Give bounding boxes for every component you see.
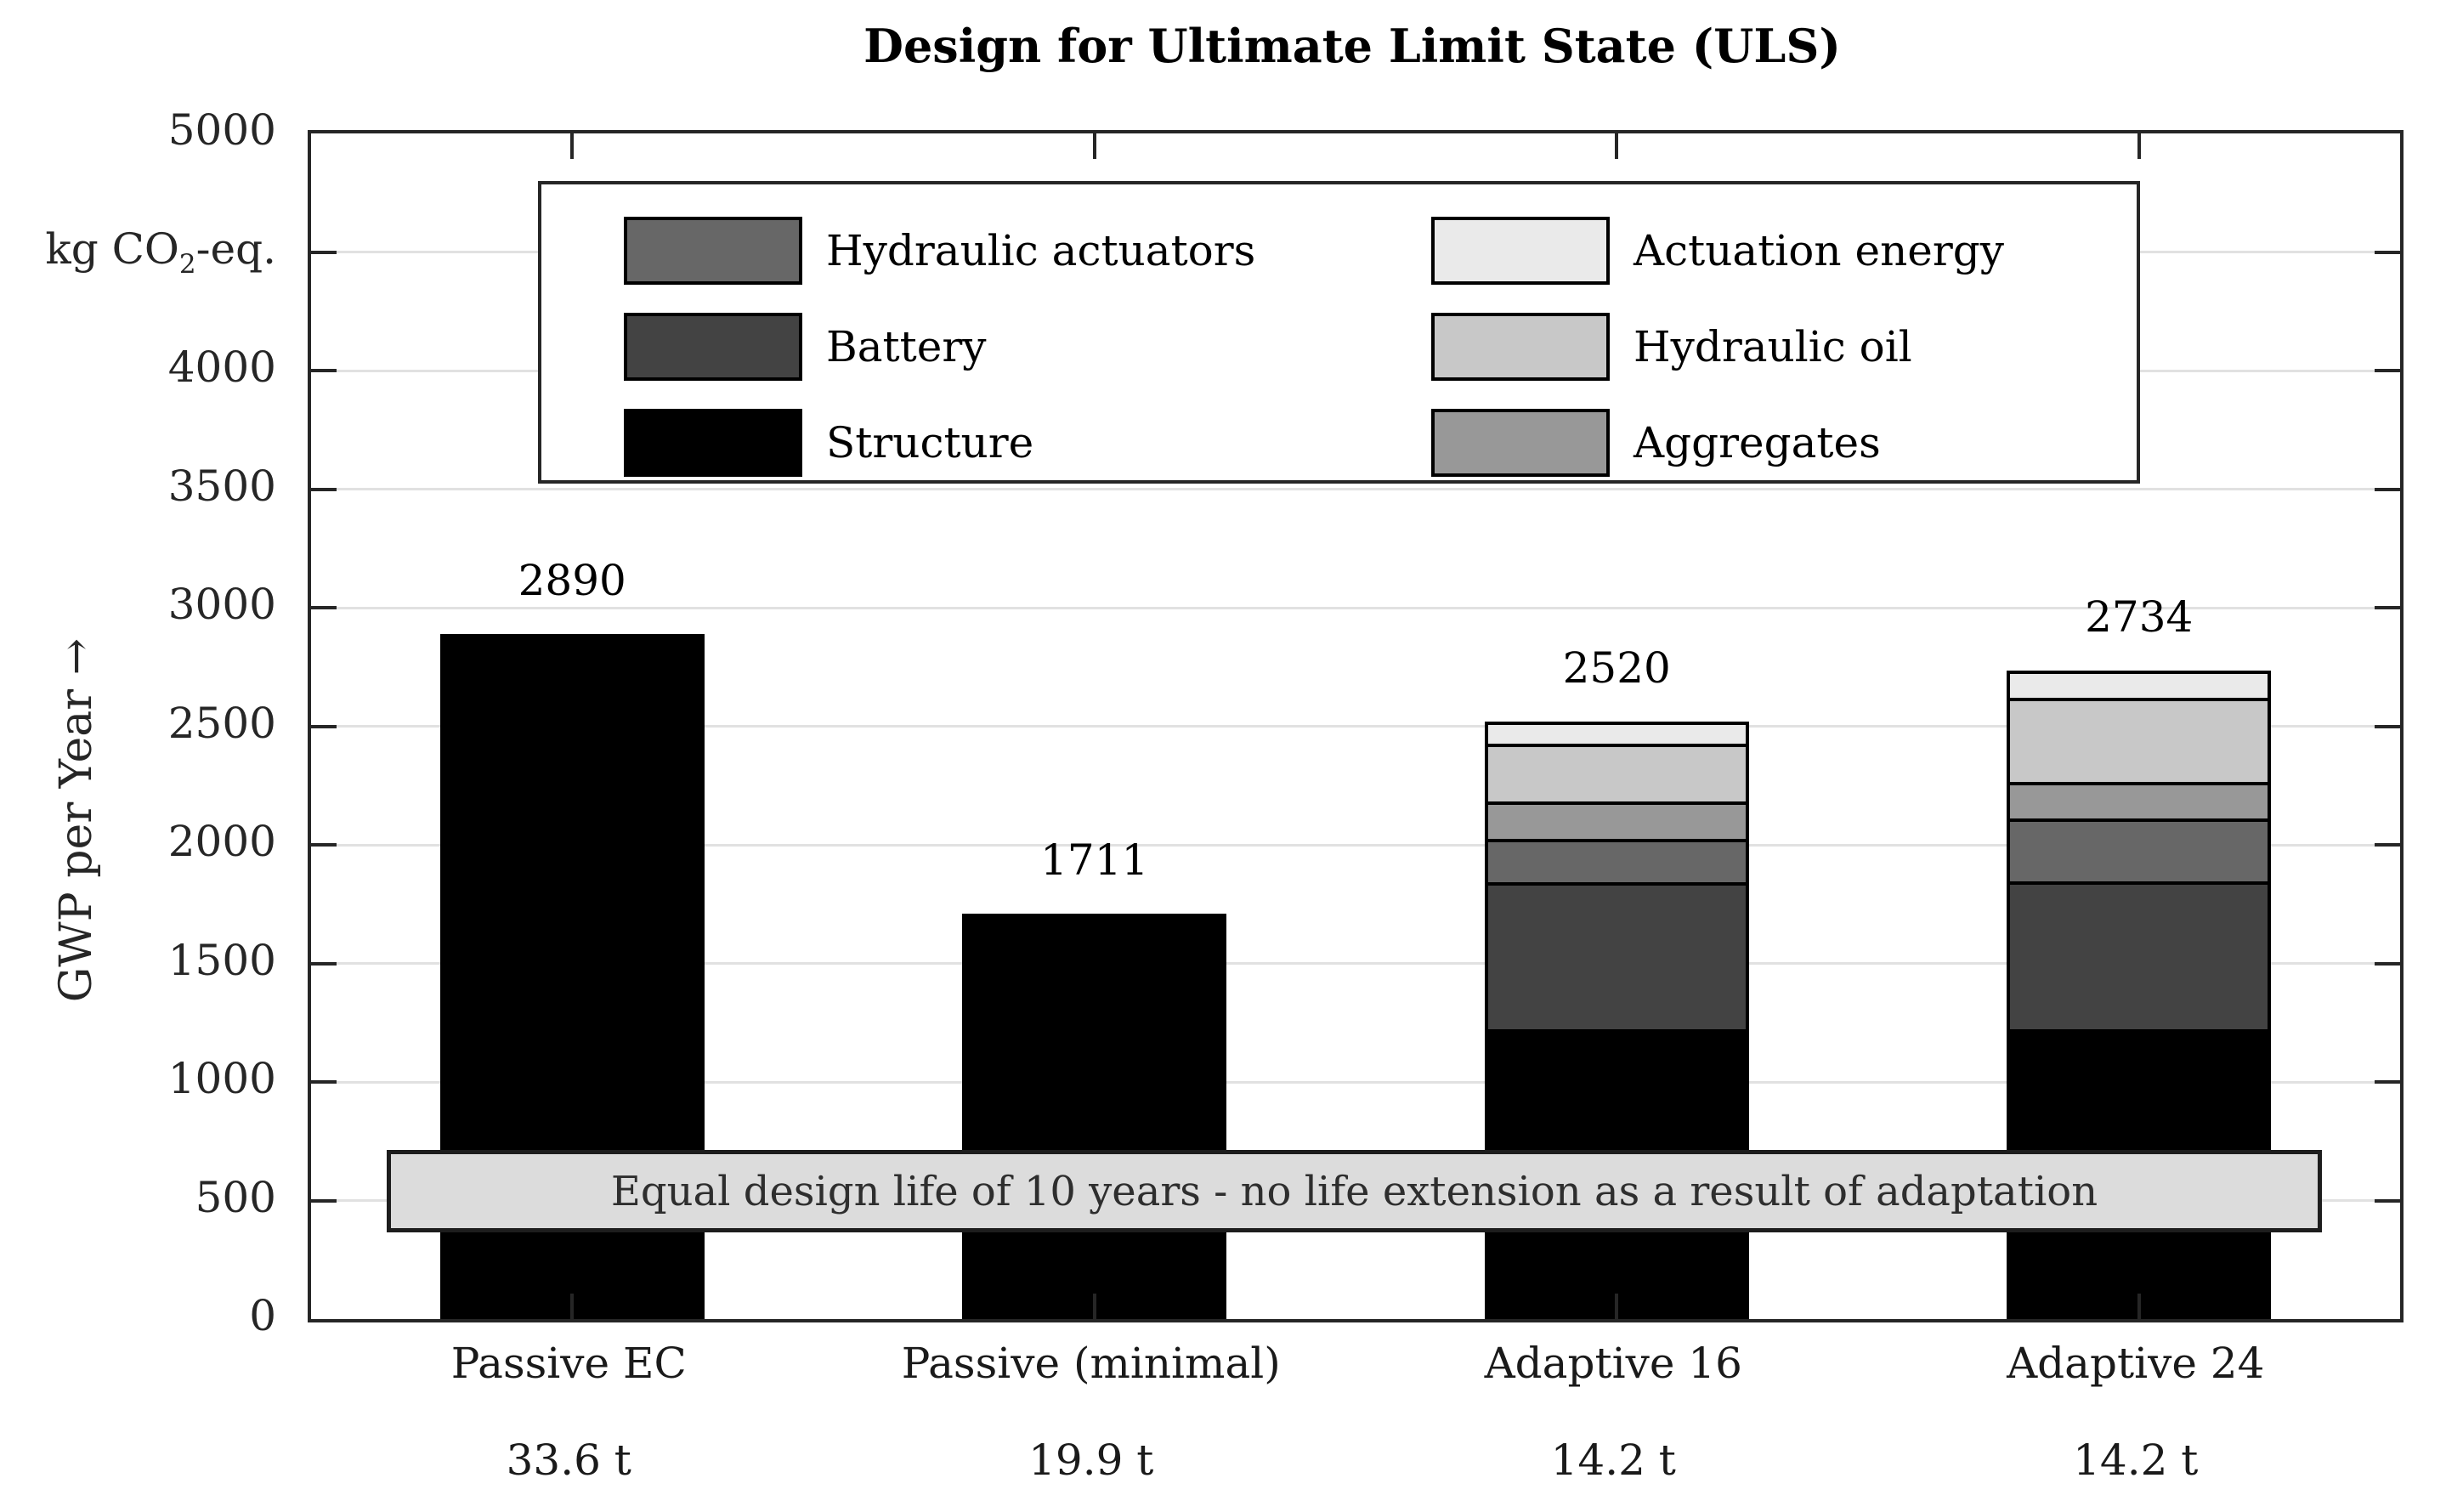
axis-tick bbox=[1092, 133, 1096, 159]
y-axis-unit-label: kg CO2-eq. bbox=[45, 224, 276, 280]
axis-tick bbox=[2375, 961, 2400, 966]
y-tick-label: 4000 bbox=[167, 343, 276, 392]
bar-segment-hydraulic-oil bbox=[2010, 697, 2268, 782]
bar-segment-battery bbox=[1487, 881, 1746, 1030]
axis-tick bbox=[311, 961, 337, 966]
y-tick-label: 3000 bbox=[167, 580, 276, 629]
axis-tick bbox=[311, 369, 337, 372]
axis-tick bbox=[311, 1198, 337, 1203]
x-tick-label: Passive (minimal) bbox=[901, 1339, 1281, 1388]
legend-label: Structure bbox=[826, 418, 1034, 467]
y-tick-label: 3500 bbox=[167, 461, 276, 511]
axis-tick bbox=[1092, 1294, 1096, 1319]
bar-segment-aggregates bbox=[2010, 781, 2268, 818]
bar-total-label: 1711 bbox=[1040, 835, 1149, 885]
bar-segment-actuation-energy bbox=[1487, 724, 1746, 744]
chart-title: Design for Ultimate Limit State (ULS) bbox=[863, 19, 1841, 73]
gridline bbox=[311, 962, 2400, 965]
y-tick-label: 2500 bbox=[167, 698, 276, 748]
y-tick-label: 1500 bbox=[167, 935, 276, 985]
legend-label: Hydraulic oil bbox=[1633, 322, 1912, 371]
legend-item-structure: Structure bbox=[624, 409, 1033, 477]
axis-tick bbox=[2375, 606, 2400, 609]
legend-item-hydraulic-actuators: Hydraulic actuators bbox=[624, 217, 1255, 285]
axis-tick bbox=[311, 1080, 337, 1084]
bar-passive-minimal bbox=[962, 913, 1227, 1319]
axis-tick bbox=[1615, 1294, 1619, 1319]
legend-label: Aggregates bbox=[1633, 418, 1881, 467]
legend-swatch-actuation-energy bbox=[1431, 217, 1610, 285]
legend-label: Hydraulic actuators bbox=[826, 226, 1256, 275]
legend-swatch-aggregates bbox=[1431, 409, 1610, 477]
axis-tick bbox=[2137, 133, 2141, 159]
x-tick-mass-label: 33.6 t bbox=[506, 1436, 631, 1485]
bar-total-label: 2890 bbox=[518, 555, 626, 605]
axis-tick bbox=[2375, 1080, 2400, 1084]
x-tick-label: Adaptive 16 bbox=[1484, 1339, 1742, 1388]
y-tick-label: 2000 bbox=[167, 817, 276, 866]
axis-tick bbox=[2375, 487, 2400, 491]
bar-segment-structure bbox=[965, 916, 1224, 1316]
axis-tick bbox=[2375, 724, 2400, 728]
legend-label: Battery bbox=[826, 322, 987, 371]
gridline bbox=[311, 488, 2400, 490]
legend-item-hydraulic-oil: Hydraulic oil bbox=[1431, 313, 1912, 381]
gridline bbox=[311, 725, 2400, 728]
axis-tick bbox=[311, 250, 337, 254]
axis-tick bbox=[570, 1294, 575, 1319]
bar-segment-hydraulic-actuators bbox=[2010, 818, 2268, 882]
legend-swatch-hydraulic-actuators bbox=[624, 217, 802, 285]
legend-swatch-hydraulic-oil bbox=[1431, 313, 1610, 381]
y-tick-label: 0 bbox=[249, 1291, 276, 1340]
axis-tick bbox=[311, 724, 337, 728]
y-tick-label: 5000 bbox=[167, 105, 276, 155]
gridline bbox=[311, 843, 2400, 847]
x-tick-label: Passive EC bbox=[450, 1339, 687, 1388]
bar-segment-battery bbox=[2010, 881, 2268, 1030]
gridline bbox=[311, 606, 2400, 609]
axis-tick bbox=[2375, 843, 2400, 847]
legend-item-aggregates: Aggregates bbox=[1431, 409, 1881, 477]
axis-tick bbox=[2375, 1198, 2400, 1203]
axis-tick bbox=[2375, 250, 2400, 254]
y-tick-label: 1000 bbox=[167, 1054, 276, 1103]
legend-swatch-structure bbox=[624, 409, 802, 477]
axis-tick bbox=[311, 487, 337, 491]
x-tick-mass-label: 14.2 t bbox=[1550, 1436, 1676, 1485]
bar-segment-aggregates bbox=[1487, 801, 1746, 839]
bar-segment-hydraulic-oil bbox=[1487, 743, 1746, 801]
bar-segment-hydraulic-actuators bbox=[1487, 838, 1746, 882]
axis-tick bbox=[311, 843, 337, 847]
x-tick-mass-label: 19.9 t bbox=[1028, 1436, 1154, 1485]
legend: Hydraulic actuators Battery Structure Actua… bbox=[538, 181, 2140, 484]
axis-tick bbox=[311, 606, 337, 609]
y-axis-label: GWP per Year → bbox=[51, 637, 102, 1003]
axis-tick bbox=[2375, 369, 2400, 372]
bar-total-label: 2520 bbox=[1562, 643, 1671, 693]
y-tick-label: 500 bbox=[195, 1172, 276, 1222]
legend-swatch-battery bbox=[624, 313, 802, 381]
gridline bbox=[311, 1080, 2400, 1084]
legend-label: Actuation energy bbox=[1633, 226, 2005, 275]
axis-tick bbox=[1615, 133, 1619, 159]
axis-tick bbox=[2137, 1294, 2141, 1319]
legend-item-actuation-energy: Actuation energy bbox=[1431, 217, 2004, 285]
bar-total-label: 2734 bbox=[2085, 592, 2194, 643]
x-tick-mass-label: 14.2 t bbox=[2073, 1436, 2199, 1485]
legend-item-battery: Battery bbox=[624, 313, 986, 381]
x-tick-label: Adaptive 24 bbox=[2007, 1339, 2265, 1388]
axis-tick bbox=[570, 133, 575, 159]
bar-segment-actuation-energy bbox=[2010, 674, 2268, 698]
annotation-banner: Equal design life of 10 years - no life … bbox=[387, 1150, 2322, 1232]
